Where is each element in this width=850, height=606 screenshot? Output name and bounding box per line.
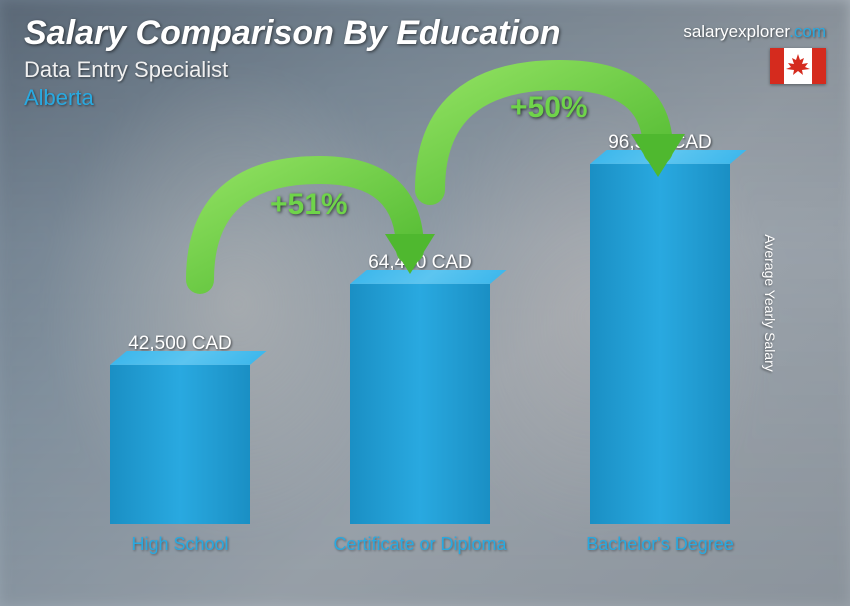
bar-top-face [110,351,267,365]
bar [110,365,250,524]
brand-label: salaryexplorer.com [683,22,826,42]
bar-front-face [350,284,490,524]
job-title: Data Entry Specialist [24,57,826,83]
increase-arrow-1: +51% [180,150,440,310]
bar-label: Certificate or Diploma [333,534,506,578]
bar-group-high-school: 42,500 CAD High School [80,333,280,578]
increase-label-1: +51% [270,188,348,222]
y-axis-label: Average Yearly Salary [761,234,777,372]
location-label: Alberta [24,85,826,111]
canada-flag-icon [770,48,826,84]
bar-label: High School [131,534,228,578]
bar-label: Bachelor's Degree [586,534,734,578]
bar [590,164,730,524]
brand-name: salaryexplorer [683,22,789,41]
arrow-icon [180,150,440,310]
bar [350,284,490,524]
bar-front-face [590,164,730,524]
brand-suffix: .com [789,22,826,41]
bar-front-face [110,365,250,524]
